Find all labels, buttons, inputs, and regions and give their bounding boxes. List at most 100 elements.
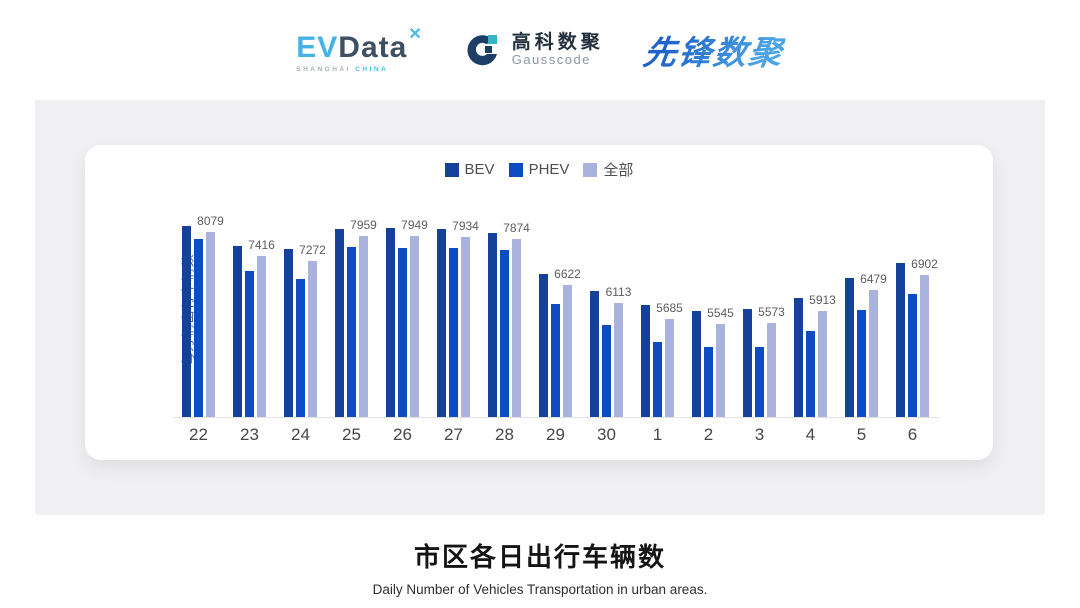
gausscode-g-icon	[467, 35, 497, 66]
legend-item[interactable]: PHEV	[508, 161, 570, 178]
x-tick-label: 2	[703, 425, 714, 444]
bar-group: 7272	[275, 195, 326, 417]
legend-item[interactable]: 全部	[583, 159, 633, 180]
gausscode-en-label: Gausscode	[511, 52, 591, 68]
bar-phev[interactable]	[653, 342, 662, 417]
bar-bev[interactable]	[794, 298, 803, 417]
bar-bev[interactable]	[386, 228, 395, 417]
bar-phev[interactable]	[602, 325, 611, 417]
bar-value-label: 8079	[197, 213, 224, 228]
legend-label: PHEV	[528, 161, 570, 178]
evdata-data-text: Data	[338, 30, 408, 64]
bar-phev[interactable]	[704, 346, 713, 417]
x-tick-label: 22	[189, 425, 208, 444]
bar-phev[interactable]	[908, 293, 917, 417]
legend-swatch	[508, 162, 523, 177]
gausscode-logo: 高科数聚 Gausscode	[463, 30, 604, 70]
bar-phev[interactable]	[398, 247, 407, 417]
bar-bev[interactable]	[233, 245, 242, 417]
x-tick-label: 28	[495, 425, 514, 444]
bar-value-label: 7934	[452, 218, 479, 233]
x-tick-label: 25	[342, 425, 361, 444]
evdata-logo: EVData✕ SHANGHAI CHINA	[296, 25, 423, 74]
bar-bev[interactable]	[182, 226, 191, 417]
bar-全部[interactable]	[206, 231, 215, 417]
bar-全部[interactable]	[920, 274, 929, 417]
x-tick-label: 4	[805, 425, 816, 444]
bar-group: 6113	[581, 195, 632, 417]
bar-group: 6479	[836, 195, 887, 417]
gausscode-text: 高科数聚 Gausscode	[512, 32, 604, 69]
bar-group: 5685	[632, 195, 683, 417]
bar-group: 8079	[173, 195, 224, 417]
legend-item[interactable]: BEV	[444, 161, 495, 178]
legend-swatch	[583, 162, 598, 177]
bar-bev[interactable]	[896, 262, 905, 417]
bar-phev[interactable]	[245, 271, 254, 417]
bar-value-label: 6902	[911, 256, 938, 271]
bar-全部[interactable]	[512, 239, 521, 417]
bar-phev[interactable]	[755, 346, 764, 417]
bar-bev[interactable]	[743, 309, 752, 417]
bar-全部[interactable]	[716, 324, 725, 417]
bar-全部[interactable]	[359, 236, 368, 417]
bar-全部[interactable]	[257, 255, 266, 417]
bar-bev[interactable]	[590, 290, 599, 417]
bar-phev[interactable]	[449, 248, 458, 417]
bar-value-label: 5545	[707, 306, 734, 321]
bar-value-label: 6113	[605, 285, 632, 300]
bar-bev[interactable]	[539, 273, 548, 417]
bar-bev[interactable]	[692, 310, 701, 417]
bar-value-label: 7272	[299, 243, 326, 258]
bar-全部[interactable]	[563, 284, 572, 417]
evdata-spark-icon: ✕	[408, 25, 423, 43]
bar-phev[interactable]	[194, 238, 203, 417]
legend: BEV PHEV 全部	[85, 159, 993, 180]
header: EVData✕ SHANGHAI CHINA 高科数聚 Gausscode 先锋…	[0, 0, 1080, 100]
bar-phev[interactable]	[806, 331, 815, 417]
bar-全部[interactable]	[869, 290, 878, 417]
bar-全部[interactable]	[818, 310, 827, 417]
chart-area: 8079 7416 7272 7959 7949 7934 7874 6622 6113 5685…	[173, 195, 940, 445]
legend-label: 全部	[603, 162, 634, 179]
bar-phev[interactable]	[857, 310, 866, 417]
bar-bev[interactable]	[641, 304, 650, 417]
evdata-sub-shanghai: SHANGHAI	[296, 65, 351, 73]
chart-title: 市区各日出行车辆数	[413, 542, 666, 572]
bar-全部[interactable]	[767, 323, 776, 417]
x-tick-label: 26	[393, 425, 412, 444]
x-tick-label: 6	[907, 425, 918, 444]
bar-value-label: 5573	[758, 305, 785, 320]
x-tick-label: 30	[597, 425, 616, 444]
bar-全部[interactable]	[614, 303, 623, 417]
x-tick-label: 23	[240, 425, 259, 444]
bar-全部[interactable]	[308, 261, 317, 417]
bar-group: 5573	[734, 195, 785, 417]
bar-value-label: 7959	[350, 218, 377, 232]
bar-bev[interactable]	[335, 229, 344, 417]
bar-group: 5913	[785, 195, 836, 417]
bar-phev[interactable]	[500, 249, 509, 417]
bar-全部[interactable]	[461, 236, 470, 417]
bar-value-label: 7874	[503, 221, 530, 236]
bar-bev[interactable]	[437, 229, 446, 417]
bar-phev[interactable]	[347, 247, 356, 417]
bar-phev[interactable]	[551, 303, 560, 417]
bar-phev[interactable]	[296, 279, 305, 417]
x-tick-label: 29	[546, 425, 565, 444]
evdata-sub-china: CHINA	[355, 65, 389, 73]
x-tick-label: 5	[856, 425, 867, 444]
x-axis-labels: 22 23 24 25 26 27 28 29 30 1 2 3 4 5 6	[173, 425, 940, 445]
bar-bev[interactable]	[845, 278, 854, 417]
bar-全部[interactable]	[665, 319, 674, 417]
bar-bev[interactable]	[284, 249, 293, 417]
bar-value-label: 5913	[809, 292, 836, 307]
bar-全部[interactable]	[410, 236, 419, 417]
plot-area: 8079 7416 7272 7959 7949 7934 7874 6622 6113 5685…	[173, 195, 940, 418]
bar-group: 7874	[479, 195, 530, 417]
bar-bev[interactable]	[488, 233, 497, 417]
x-tick-label: 3	[754, 425, 765, 444]
evdata-subtitle: SHANGHAI CHINA	[296, 65, 422, 74]
